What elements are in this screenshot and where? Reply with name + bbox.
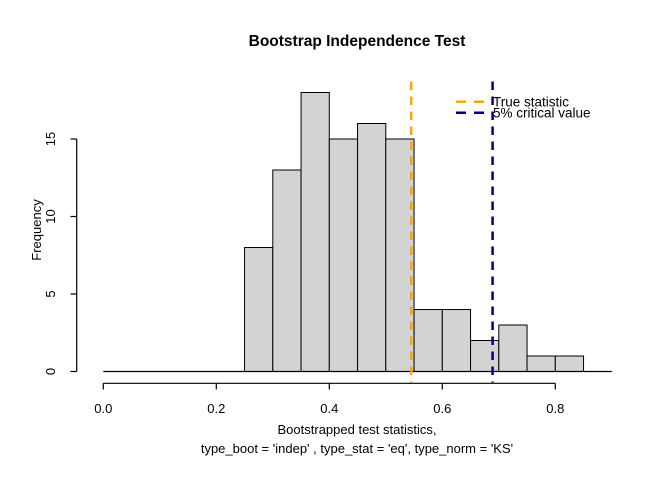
- x-tick-label: 0.4: [320, 401, 338, 416]
- histogram-bar: [526, 355, 556, 372]
- y-tick-label: 5: [43, 290, 58, 297]
- reference-lines: [409, 81, 494, 383]
- x-tick-label: 0.0: [94, 401, 112, 416]
- chart-title: Bootstrap Independence Test: [249, 33, 466, 50]
- histogram-bar: [328, 138, 359, 372]
- x-axis-label-line2: type_boot = 'indep' , type_stat = 'eq', …: [201, 441, 513, 456]
- y-tick-label: 0: [43, 368, 58, 375]
- x-axis-label-line1: Bootstrapped test statistics,: [278, 422, 437, 437]
- histogram-bar: [498, 324, 528, 372]
- histogram-bar: [357, 123, 387, 372]
- x-tick-label: 0.2: [207, 401, 225, 416]
- y-tick-label: 10: [43, 209, 58, 223]
- legend-label-true-statistic: True statistic: [493, 95, 569, 110]
- histogram-bar: [244, 247, 274, 372]
- histogram-bar: [413, 309, 443, 372]
- histogram-bar: [272, 169, 302, 372]
- legend: True statistic 5% critical value: [456, 95, 591, 121]
- y-axis-label: Frequency: [29, 199, 44, 261]
- histogram-bar: [554, 355, 585, 372]
- histogram-bar: [441, 309, 472, 372]
- legend-label-critical-value: 5% critical value: [493, 106, 591, 121]
- y-axis: 0 5 10 15: [43, 132, 78, 375]
- histogram-bar: [470, 340, 500, 372]
- x-tick-label: 0.6: [433, 401, 451, 416]
- y-tick-label: 15: [43, 132, 58, 146]
- x-axis: 0.0 0.2 0.4 0.6 0.8: [94, 382, 564, 416]
- histogram-bar: [300, 92, 330, 372]
- histogram-bar: [385, 138, 415, 372]
- histogram-bars: [244, 92, 585, 372]
- x-tick-label: 0.8: [546, 401, 564, 416]
